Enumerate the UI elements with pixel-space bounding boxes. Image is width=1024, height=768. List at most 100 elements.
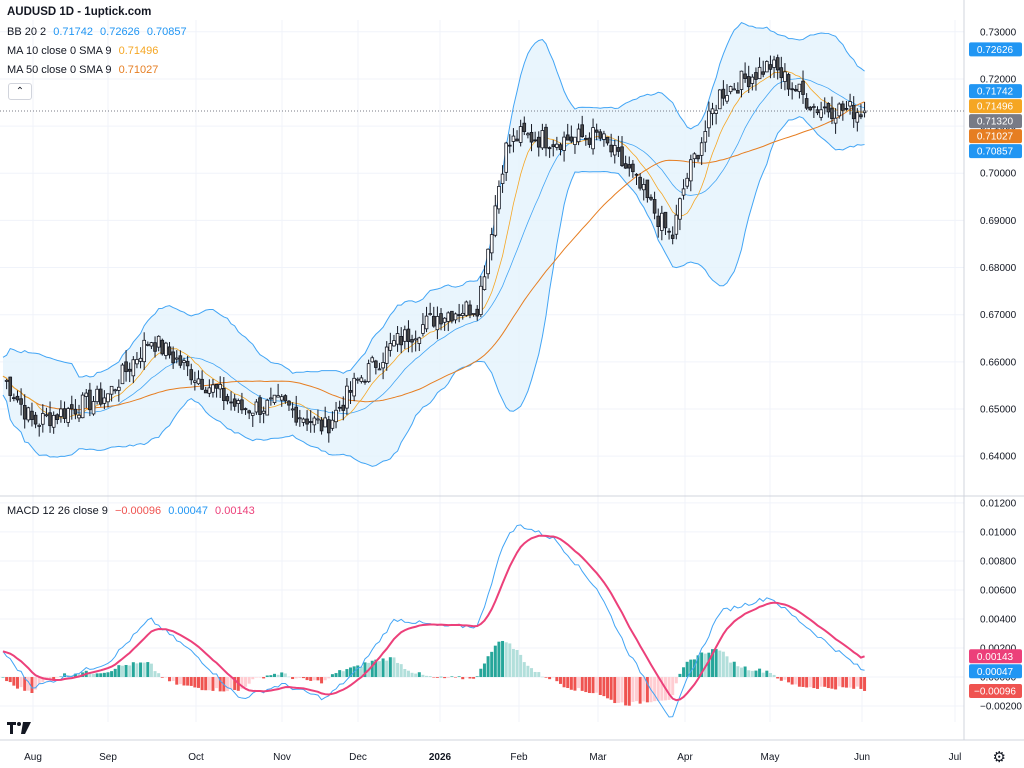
candle-body [526, 133, 530, 136]
macd-histogram-bar [316, 677, 320, 681]
macd-histogram-bar [718, 650, 722, 678]
candle-body [41, 413, 45, 425]
macd-histogram-bar [555, 677, 559, 682]
candle-body [565, 134, 570, 141]
bb-upper-value: 0.72626 [100, 26, 140, 38]
candle-body [218, 384, 223, 390]
candle-body [551, 144, 556, 148]
candle-body [801, 80, 805, 95]
tradingview-logo-icon[interactable] [7, 720, 31, 740]
candle-body [19, 398, 23, 405]
ma10-legend[interactable]: MA 10 close 0 SMA 9 0.71496 [7, 44, 162, 58]
ma50-legend[interactable]: MA 50 close 0 SMA 9 0.71027 [7, 63, 162, 77]
candle-body [812, 106, 816, 108]
candle-body [844, 107, 849, 110]
candle-body [721, 88, 726, 99]
price-badge-bg [969, 114, 1022, 129]
macd-histogram-bar [435, 677, 439, 678]
candle-body [685, 177, 689, 187]
candle-body [185, 360, 190, 367]
candle-body [135, 359, 139, 365]
macd-histogram-bar [26, 677, 30, 691]
macd-histogram-bar [273, 673, 276, 678]
candle-body [808, 106, 813, 111]
macd-histogram-bar [620, 677, 624, 703]
macd-legend[interactable]: MACD 12 26 close 9 −0.00096 0.00047 0.00… [7, 504, 259, 518]
macd-histogram-bar [439, 676, 443, 678]
candle-body [124, 361, 128, 373]
candle-body [26, 407, 31, 421]
macd-histogram-bar [414, 673, 418, 678]
candle-body [138, 357, 143, 362]
candle-body [160, 339, 165, 355]
collapse-legend-button[interactable]: ⌃ [8, 83, 32, 100]
macd-histogram-bar [425, 675, 429, 678]
macd-histogram-bar [374, 659, 378, 678]
candle-body [341, 404, 346, 411]
candle-body [73, 408, 78, 415]
candle-body [424, 315, 429, 330]
bb-legend[interactable]: BB 20 2 0.71742 0.72626 0.70857 [7, 25, 191, 39]
candle-body [403, 329, 407, 342]
macd-histogram-bar [330, 674, 334, 678]
macd-histogram-bar [392, 657, 396, 678]
macd-histogram-bar [515, 649, 519, 678]
macd-histogram-bar [19, 677, 23, 688]
macd-badge: 0.00047 [977, 667, 1014, 678]
macd-histogram-bar [464, 677, 468, 678]
candle-body [200, 378, 204, 390]
macd-histogram-bar [616, 677, 620, 703]
candle-body [569, 136, 574, 142]
macd-histogram-bar [682, 667, 686, 678]
macd-histogram-bar [540, 676, 544, 678]
candle-body [395, 333, 400, 345]
candle-body [475, 308, 480, 317]
gear-icon[interactable]: ⚙ [992, 749, 1006, 766]
candle-body [326, 419, 331, 434]
macd-histogram-bar [258, 677, 262, 678]
candle-body [33, 414, 38, 425]
macd-histogram-bar [283, 673, 287, 678]
macd-histogram-bar [323, 677, 327, 681]
candle-body [240, 399, 244, 411]
macd-signal-value: 0.00143 [215, 505, 255, 517]
macd-histogram-bar [410, 672, 414, 678]
macd-histogram-bar [729, 662, 733, 678]
macd-histogram-bar [291, 677, 295, 680]
candle-body [269, 397, 273, 400]
candle-body [667, 230, 671, 233]
candle-body [421, 324, 425, 334]
candle-body [479, 285, 483, 315]
macd-histogram-bar [149, 663, 153, 678]
candle-body [540, 130, 545, 149]
chevron-up-icon: ⌃ [15, 86, 25, 97]
macd-histogram-bar [432, 677, 436, 678]
macd-histogram-bar [598, 677, 602, 695]
macd-histogram-bar [182, 677, 186, 686]
candle-body [431, 315, 436, 327]
candle-body [830, 107, 834, 120]
time-axis-tick-label: Mar [589, 752, 607, 763]
macd-axis-tick-label: −0.00200 [980, 702, 1022, 713]
price-badge-bg [969, 42, 1022, 57]
candle-body [145, 343, 150, 346]
macd-histogram-bar [30, 677, 34, 693]
candle-body [91, 401, 96, 415]
macd-histogram-bar [52, 677, 56, 680]
macd-histogram-bar [196, 677, 200, 688]
candle-body [363, 380, 367, 383]
candle-body [337, 406, 342, 409]
candle-body [573, 136, 577, 145]
macd-histogram-bar [743, 666, 747, 678]
macd-axis-tick-label: 0.00200 [980, 644, 1017, 655]
candle-body [164, 342, 168, 356]
macd-histogram-bar [750, 670, 754, 678]
macd-histogram-bar [584, 677, 588, 693]
macd-histogram-bar [428, 676, 432, 678]
candle-body [645, 179, 650, 199]
macd-histogram-bar [305, 677, 309, 681]
macd-histogram-bar [696, 655, 700, 678]
macd-histogram-bar [211, 677, 215, 691]
candle-body [80, 394, 85, 419]
